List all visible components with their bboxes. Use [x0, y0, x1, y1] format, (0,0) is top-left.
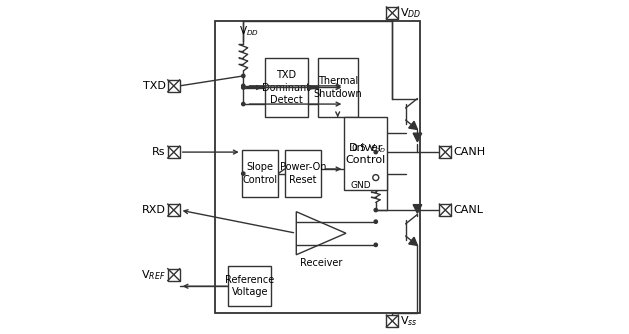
Circle shape [242, 86, 245, 89]
Bar [265, 58, 308, 117]
Circle shape [374, 150, 377, 154]
Text: Thermal
Shutdown: Thermal Shutdown [313, 76, 362, 99]
Polygon shape [409, 237, 418, 245]
Circle shape [242, 74, 245, 77]
Text: TXD: TXD [143, 81, 165, 91]
Polygon shape [409, 121, 418, 130]
Bar [344, 117, 387, 190]
Bar [168, 204, 180, 216]
Text: V$_{REF}$: V$_{REF}$ [141, 268, 165, 282]
Circle shape [374, 243, 377, 246]
Bar [242, 150, 278, 197]
Bar [228, 267, 272, 306]
Circle shape [242, 84, 245, 88]
Text: CANH: CANH [454, 147, 486, 157]
Text: Driver
Control: Driver Control [346, 143, 386, 165]
Circle shape [374, 220, 377, 223]
Text: Slope
Control: Slope Control [242, 162, 277, 185]
Text: GND: GND [351, 181, 372, 190]
Text: Rs: Rs [152, 147, 165, 157]
Text: CANL: CANL [454, 205, 484, 215]
Text: Receiver: Receiver [300, 258, 342, 268]
Bar [215, 21, 421, 313]
Polygon shape [413, 133, 421, 142]
Bar [285, 150, 321, 197]
Text: RXD: RXD [142, 205, 165, 215]
Text: TXD
Dominant
Detect: TXD Dominant Detect [262, 70, 310, 105]
Bar [440, 146, 451, 158]
Text: Reference
Voltage: Reference Voltage [225, 275, 274, 298]
Bar [386, 7, 398, 19]
Circle shape [242, 103, 245, 106]
Text: Power-On
Reset: Power-On Reset [280, 162, 326, 185]
Text: V$_{DD}$: V$_{DD}$ [239, 24, 259, 38]
Circle shape [374, 208, 377, 212]
Bar [168, 80, 180, 92]
Bar [318, 58, 357, 117]
Bar [386, 315, 398, 327]
Text: V$_{DD}$: V$_{DD}$ [399, 6, 421, 20]
Text: V$_{ss}$: V$_{ss}$ [399, 314, 417, 328]
Polygon shape [413, 205, 421, 213]
Bar [168, 146, 180, 158]
Bar [440, 204, 451, 216]
Text: 0.5 V$_{DD}$: 0.5 V$_{DD}$ [351, 143, 386, 155]
Circle shape [242, 172, 245, 175]
Bar [168, 269, 180, 281]
